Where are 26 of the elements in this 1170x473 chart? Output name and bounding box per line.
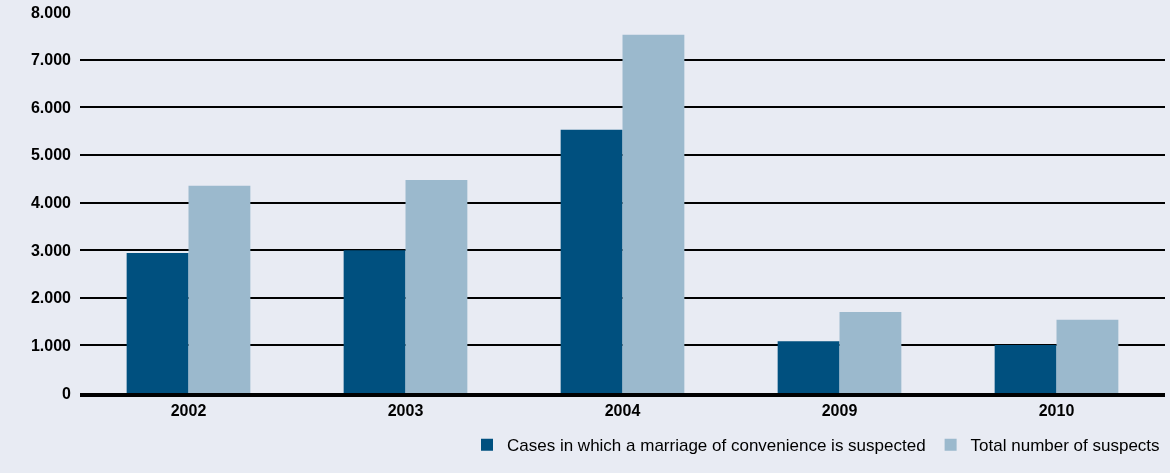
bar xyxy=(343,250,406,393)
y-tick-label: 0 xyxy=(62,384,72,402)
y-tick-label: 8.000 xyxy=(30,3,72,21)
bar xyxy=(560,129,623,393)
x-tick-label: 2009 xyxy=(821,402,858,420)
y-tick-label: 4.000 xyxy=(30,194,72,212)
bar xyxy=(994,344,1057,393)
bar xyxy=(839,312,902,393)
legend-label: Total number of suspects xyxy=(970,436,1160,456)
x-tick-label: 2004 xyxy=(604,402,641,420)
bar xyxy=(126,252,189,393)
x-tick-label: 2003 xyxy=(387,402,424,420)
y-tick-label: 1.000 xyxy=(30,336,72,354)
y-tick-label: 3.000 xyxy=(30,241,72,259)
bar xyxy=(622,34,685,393)
legend-label: Cases in which a marriage of convenience is suspected xyxy=(507,436,926,456)
y-tick-label: 6.000 xyxy=(30,98,72,116)
x-tick-label: 2002 xyxy=(170,402,207,420)
bar xyxy=(777,341,840,393)
bar xyxy=(188,185,251,393)
bar xyxy=(405,180,468,393)
y-tick-label: 5.000 xyxy=(30,146,72,164)
x-tick-label: 2010 xyxy=(1038,402,1075,420)
y-tick-label: 2.000 xyxy=(30,289,72,307)
y-tick-label: 7.000 xyxy=(30,51,72,69)
bar xyxy=(1056,319,1119,393)
